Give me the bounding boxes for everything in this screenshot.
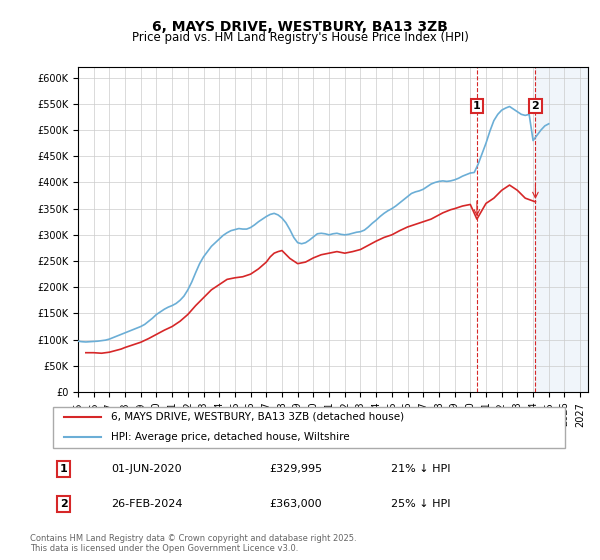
Text: 21% ↓ HPI: 21% ↓ HPI (391, 464, 451, 474)
Text: 6, MAYS DRIVE, WESTBURY, BA13 3ZB: 6, MAYS DRIVE, WESTBURY, BA13 3ZB (152, 20, 448, 34)
Text: £363,000: £363,000 (270, 499, 322, 509)
FancyBboxPatch shape (53, 407, 565, 449)
Text: 2: 2 (60, 499, 68, 509)
Text: 1: 1 (473, 101, 481, 111)
Text: 26-FEB-2024: 26-FEB-2024 (112, 499, 183, 509)
Text: £329,995: £329,995 (270, 464, 323, 474)
Text: HPI: Average price, detached house, Wiltshire: HPI: Average price, detached house, Wilt… (112, 432, 350, 442)
Text: 25% ↓ HPI: 25% ↓ HPI (391, 499, 451, 509)
Text: 1: 1 (60, 464, 68, 474)
Text: 2: 2 (532, 101, 539, 111)
Text: Contains HM Land Registry data © Crown copyright and database right 2025.
This d: Contains HM Land Registry data © Crown c… (30, 534, 356, 553)
Bar (535, 67, 588, 392)
Text: Price paid vs. HM Land Registry's House Price Index (HPI): Price paid vs. HM Land Registry's House … (131, 31, 469, 44)
Text: 01-JUN-2020: 01-JUN-2020 (112, 464, 182, 474)
Text: 6, MAYS DRIVE, WESTBURY, BA13 3ZB (detached house): 6, MAYS DRIVE, WESTBURY, BA13 3ZB (detac… (112, 412, 404, 422)
